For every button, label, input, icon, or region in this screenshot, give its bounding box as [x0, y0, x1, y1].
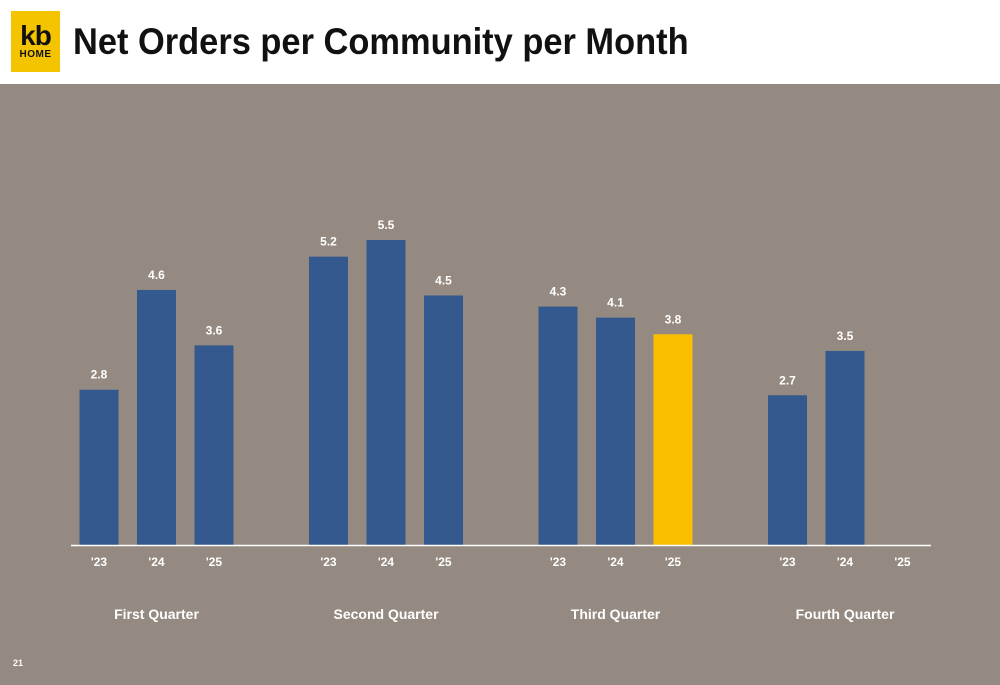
bar	[768, 395, 807, 545]
data-label: 4.3	[550, 285, 567, 299]
x-tick-label: '23	[779, 555, 796, 569]
bar	[653, 334, 693, 545]
header-bar: kb HOME Net Orders per Community per Mon…	[0, 0, 1000, 84]
data-label: 2.8	[91, 368, 108, 382]
data-label: 4.1	[607, 296, 624, 310]
kb-home-logo: kb HOME	[11, 11, 60, 72]
x-tick-label: '25	[206, 555, 223, 569]
x-tick-label: '23	[550, 555, 567, 569]
data-label: 4.5	[435, 273, 452, 287]
bar	[825, 350, 865, 545]
group-label: Fourth Quarter	[796, 606, 895, 622]
x-tick-label: '25	[665, 555, 682, 569]
x-tick-label: '24	[607, 555, 624, 569]
bar	[538, 306, 578, 545]
bar	[194, 345, 234, 545]
x-tick-label: '24	[378, 555, 395, 569]
page-number: 21	[13, 658, 24, 668]
x-tick-label: '23	[91, 555, 108, 569]
bar	[309, 256, 348, 545]
bar	[137, 289, 176, 545]
bar	[596, 317, 635, 545]
group-label: Third Quarter	[571, 606, 661, 622]
x-tick-label: '25	[435, 555, 452, 569]
data-label: 3.6	[206, 323, 223, 337]
logo-home-text: HOME	[19, 48, 52, 60]
data-label: 5.5	[378, 218, 395, 232]
page-title: Net Orders per Community per Month	[73, 21, 689, 62]
x-tick-label: '24	[837, 555, 854, 569]
logo-kb-text: kb	[20, 19, 52, 51]
data-label: 2.7	[779, 373, 796, 387]
group-label: Second Quarter	[333, 606, 439, 622]
x-tick-label: '23	[320, 555, 337, 569]
x-tick-label: '25	[894, 555, 911, 569]
bar	[79, 389, 119, 545]
data-label: 5.2	[320, 235, 337, 249]
x-tick-label: '24	[148, 555, 165, 569]
data-label: 3.8	[665, 312, 682, 326]
data-label: 4.6	[148, 268, 165, 282]
bar	[366, 240, 406, 545]
group-label: First Quarter	[114, 606, 199, 622]
data-label: 3.5	[837, 329, 854, 343]
bar	[424, 295, 463, 545]
